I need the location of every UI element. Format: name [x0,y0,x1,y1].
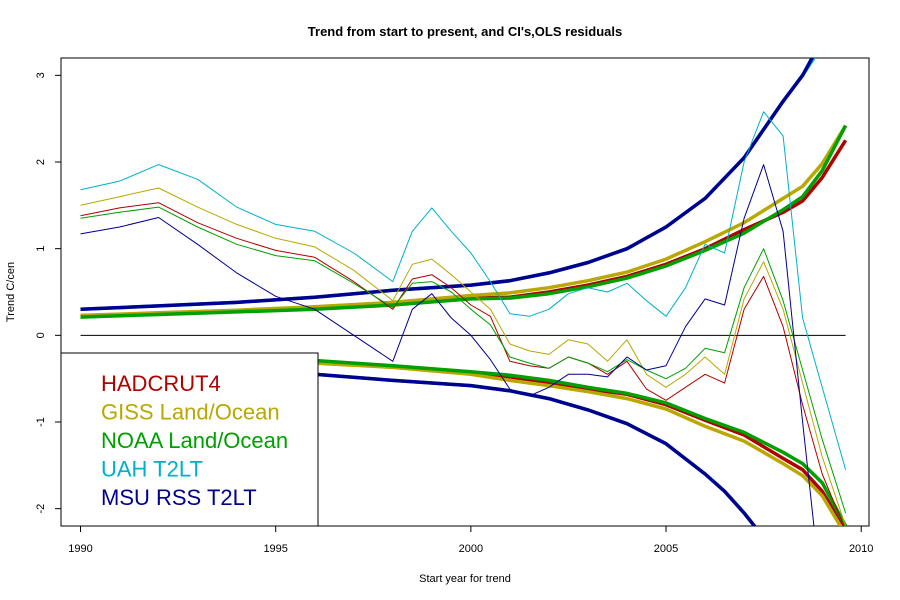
y-tick-label: -1 [35,417,47,427]
x-tick-label: 1990 [68,543,92,555]
x-tick-label: 1995 [263,543,287,555]
legend-item-uah-t2lt: UAH T2LT [101,457,203,482]
giss-land-ocean-trend-line [80,187,847,526]
x-axis-label: Start year for trend [419,573,511,585]
noaa-land-ocean-ci-lower-line [314,358,848,526]
series-group [80,58,848,526]
hadcrut4-trend-line [80,202,845,526]
y-tick-label: 0 [35,332,47,338]
plot-frame [60,57,870,527]
chart-title: Trend from start to present, and CI's,OL… [308,24,622,39]
msu-rss-t2lt-ci-upper-line [80,58,815,312]
y-axis-label: Trend C/cen [5,262,17,322]
axis-ticks: 1990 1995 2000 2005 2010 -2 -1 0 1 2 3 [35,72,873,555]
legend-item-noaa-land-ocean: NOAA Land/Ocean [101,428,288,453]
x-tick-label: 2005 [654,543,678,555]
legend-item-msu-rss-t2lt: MSU RSS T2LT [101,485,257,510]
legend-box [60,352,319,527]
y-tick-label: 1 [35,246,47,252]
legend-item-giss-land-ocean: GISS Land/Ocean [101,400,280,425]
noaa-land-ocean-ci-upper-line [80,124,848,319]
noaa-land-ocean-trend-line [80,206,847,514]
uah-t2lt-trend-line [80,111,847,470]
giss-land-ocean-ci-lower-line [314,361,843,526]
msu-rss-t2lt-trend-line [80,164,815,526]
y-tick-label: 3 [35,72,47,78]
msu-rss-t2lt-ci-lower-line [314,372,757,526]
y-tick-label: -2 [35,504,47,514]
legend-item-hadcrut4: HADCRUT4 [101,371,221,396]
x-tick-label: 2000 [459,543,483,555]
y-tick-label: 2 [35,159,47,165]
legend: HADCRUT4 GISS Land/Ocean NOAA Land/Ocean UA… [60,352,319,527]
x-tick-label: 2010 [849,543,873,555]
